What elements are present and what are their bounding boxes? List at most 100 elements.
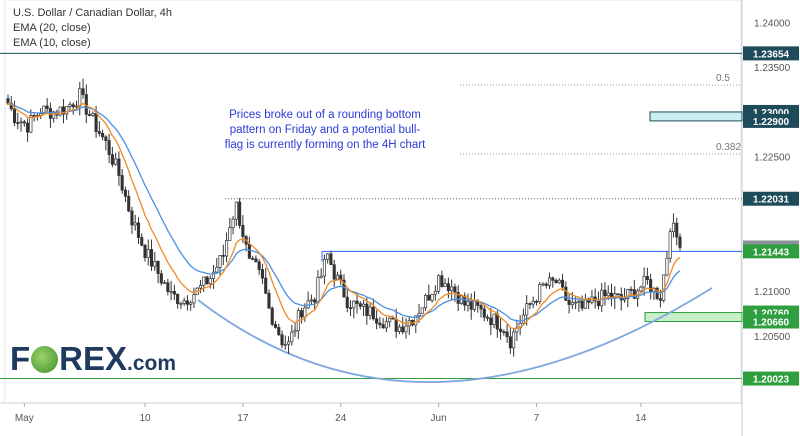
candle-up — [671, 222, 676, 232]
candle-down — [300, 310, 304, 318]
chart-annotation: Prices broke out of a rounding bottom pa… — [205, 108, 445, 153]
candle-up — [665, 257, 669, 276]
candle-down — [564, 286, 568, 301]
price-label: 1.23654 — [753, 49, 790, 60]
candle-up — [319, 275, 323, 278]
candle-down — [332, 264, 336, 280]
candle-up — [65, 106, 69, 115]
candle-up — [417, 312, 421, 317]
candle-up — [541, 283, 545, 286]
candle-down — [456, 292, 460, 304]
y-tick-label: 1.24000 — [754, 18, 791, 29]
candle-up — [91, 113, 95, 116]
candle-down — [185, 300, 189, 305]
candle-up — [228, 227, 232, 241]
candle-down — [655, 287, 659, 299]
price-label: 1.20760 — [753, 309, 790, 320]
ema10-line — [7, 102, 681, 330]
candle-down — [391, 317, 395, 320]
candle-down — [140, 237, 144, 246]
candle-down — [205, 276, 209, 285]
candle-up — [225, 240, 229, 257]
candle-up — [286, 341, 291, 345]
candle-up — [146, 249, 150, 258]
candle-down — [365, 303, 369, 316]
candle-up — [424, 294, 428, 309]
candle-down — [136, 222, 141, 238]
candle-down — [104, 136, 108, 141]
candle-up — [322, 258, 326, 277]
candle-up — [512, 331, 516, 349]
candle-down — [313, 299, 317, 303]
candle-up — [531, 300, 535, 305]
candle-down — [270, 307, 274, 325]
candle-up — [472, 300, 477, 310]
candle-up — [466, 301, 470, 306]
forex-logo: F REX .com — [10, 340, 176, 378]
candle-up — [642, 276, 646, 288]
candle-down — [221, 255, 225, 257]
candle-down — [446, 283, 450, 291]
candle-down — [554, 280, 558, 284]
candle-up — [352, 300, 356, 309]
candle-down — [394, 318, 398, 332]
candle-up — [577, 300, 581, 303]
candle-down — [329, 253, 333, 266]
y-tick-label: 1.22500 — [754, 153, 791, 164]
x-tick-label: 17 — [237, 413, 249, 424]
candle-up — [430, 293, 434, 301]
candle-down — [551, 277, 555, 281]
candle-up — [433, 290, 437, 295]
candle-down — [596, 300, 600, 307]
candle-down — [371, 306, 375, 320]
candle-down — [127, 195, 131, 212]
candle-down — [241, 224, 245, 237]
candle-up — [388, 317, 392, 323]
candle-down — [629, 289, 633, 291]
candle-up — [198, 284, 203, 289]
candle-up — [231, 218, 235, 229]
candle-up — [153, 261, 157, 267]
candle-down — [257, 261, 261, 270]
candle-up — [574, 301, 578, 304]
candle-down — [260, 269, 264, 279]
candle-down — [110, 154, 114, 165]
support-zone — [644, 312, 743, 323]
candle-down — [502, 331, 506, 333]
candle-up — [234, 201, 238, 220]
price-label-box — [743, 113, 799, 128]
price-label: 1.20023 — [753, 375, 790, 386]
candle-up — [29, 115, 33, 133]
candle-up — [384, 321, 388, 329]
legend-title: U.S. Dollar / Canadian Dollar, 4h — [13, 7, 172, 19]
candle-up — [202, 276, 206, 286]
candle-down — [71, 104, 75, 108]
candle-up — [450, 286, 454, 291]
candle-up — [309, 299, 313, 302]
candle-down — [505, 331, 509, 338]
candle-down — [88, 114, 92, 116]
candle-down — [130, 210, 134, 226]
candle-down — [561, 279, 565, 288]
resistance-zone — [649, 111, 743, 122]
candle-up — [58, 106, 62, 116]
candle-down — [534, 300, 539, 303]
candle-down — [603, 289, 607, 297]
x-tick-label: 14 — [635, 413, 647, 424]
rounding-bottom-arc — [197, 287, 713, 383]
price-label-box — [743, 244, 799, 259]
candle-down — [16, 122, 20, 124]
candle-up — [215, 267, 219, 273]
fib-label: 0.382 — [716, 142, 741, 153]
x-tick-label: 24 — [335, 413, 347, 424]
candle-down — [345, 296, 349, 309]
candle-up — [316, 277, 320, 303]
candle-up — [622, 298, 627, 301]
candle-up — [19, 121, 23, 124]
candle-up — [492, 313, 496, 326]
candle-up — [626, 289, 630, 300]
candle-down — [166, 282, 170, 292]
y-tick-label: 1.20500 — [754, 332, 791, 343]
